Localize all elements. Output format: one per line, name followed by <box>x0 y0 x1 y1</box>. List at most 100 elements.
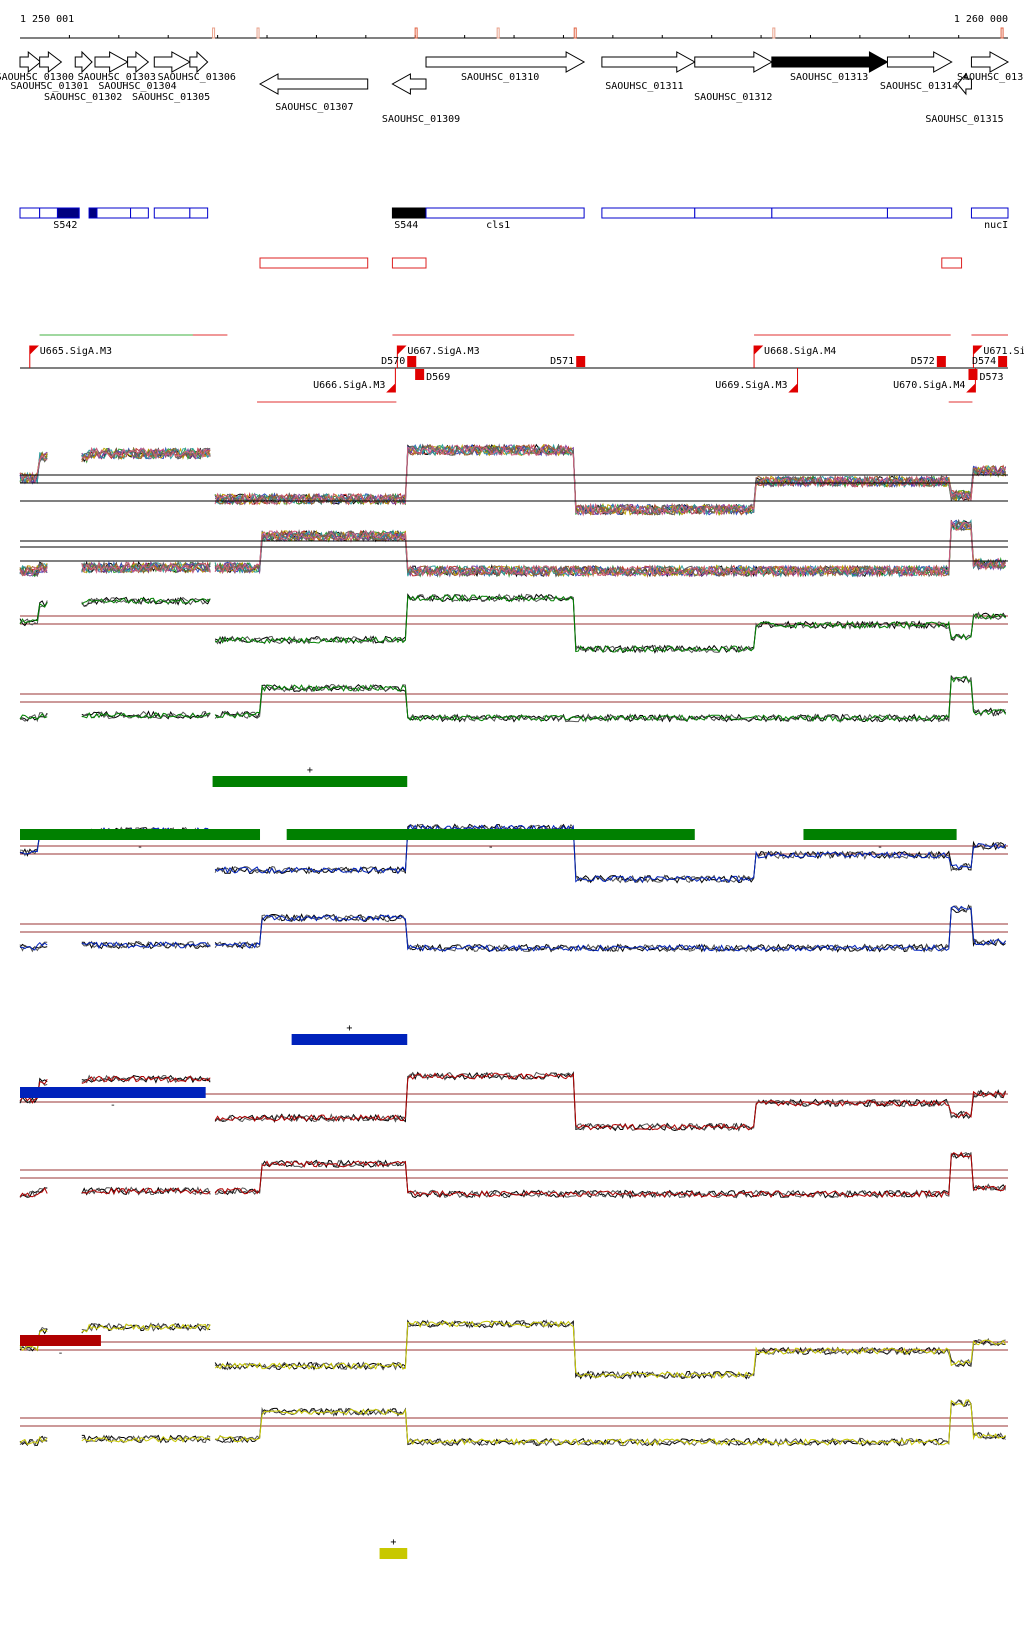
expression-trace <box>19 1320 1007 1379</box>
expression-trace <box>19 594 1006 653</box>
gene-arrow <box>39 50 63 74</box>
operon-box <box>425 207 585 219</box>
ruler-end-label: 1 260 000 <box>954 14 1008 25</box>
operon-box <box>96 207 132 219</box>
terminator-mark <box>998 356 1008 367</box>
segment-bar <box>379 1548 408 1559</box>
gene-label: SAOUHSC_01310 <box>461 72 539 83</box>
expression-trace-reference <box>19 1071 1006 1131</box>
gene-label: SAOUHSC_01313 <box>790 72 868 83</box>
gene-label: SAOUHSC_01307 <box>275 102 353 113</box>
expression-trace-reference <box>19 675 1006 723</box>
terminator-label: D572 <box>911 356 935 367</box>
operon-label: S542 <box>53 220 77 231</box>
feature-mark <box>1000 27 1004 39</box>
gene-arrow <box>886 51 953 73</box>
operon-box <box>130 207 149 219</box>
expression-trace-reference <box>19 905 1007 953</box>
terminator-label: D570 <box>381 356 405 367</box>
promoter-label: U671.SigA.M3 <box>983 346 1024 357</box>
feature-mark <box>414 27 418 39</box>
gene-label: SAOUHSC_01315 <box>925 114 1003 125</box>
antisense-box <box>941 257 963 269</box>
operon-label: cls1 <box>486 220 510 231</box>
gene-arrow <box>74 50 93 74</box>
promoter-label: U669.SigA.M3 <box>715 380 787 391</box>
operon-box <box>694 207 773 219</box>
operon-box <box>88 207 98 219</box>
terminator-mark <box>415 369 425 380</box>
operon-box <box>601 207 696 219</box>
antisense-box <box>391 257 427 269</box>
operon-track: S542 S544 cls1 nucI <box>19 207 1009 231</box>
terminator-mark <box>407 356 417 367</box>
segment-bar <box>20 829 261 840</box>
expression-trace <box>19 676 1007 722</box>
terminator-mark <box>936 356 946 367</box>
promoter-flag <box>386 368 396 393</box>
gene-label: SAOUHSC_01314 <box>880 81 958 92</box>
gene-arrow <box>694 51 773 73</box>
gene-label: SAOUHSC_01312 <box>694 92 772 103</box>
promoter-label: U665.SigA.M3 <box>40 346 112 357</box>
segment-bar <box>803 829 957 840</box>
gene-label: SAOUHSC_01300 <box>0 72 74 83</box>
operon-box <box>771 207 888 219</box>
promoter-label: U666.SigA.M3 <box>313 380 385 391</box>
operon-label: nucI <box>984 220 1008 231</box>
segmentation-bars: + - - - + - - + <box>20 765 957 1559</box>
promoter-label: U670.SigA.M4 <box>893 380 965 391</box>
gene-label: SAOUHSC_01306 <box>158 72 236 83</box>
gene-arrow <box>391 73 427 95</box>
gene-label: SAOUHSC_01316 <box>957 72 1024 83</box>
multi-condition-trace <box>19 519 1007 578</box>
feature-mark <box>772 27 776 39</box>
ruler-ticks <box>68 35 960 38</box>
expression-trace <box>20 905 1006 953</box>
segment-bar <box>212 776 408 787</box>
segment-strand-label: - <box>110 1100 116 1111</box>
promoter-track: U665.SigA.M3 U667.SigA.M3 U668.SigA.M4 U671… <box>20 334 1024 403</box>
operon-box <box>391 207 427 219</box>
ruler-start-label: 1 250 001 <box>20 14 74 25</box>
expression-tracks <box>19 443 1008 1447</box>
coordinate-ruler: 1 250 001 1 260 000 <box>20 14 1008 39</box>
feature-mark <box>256 27 260 39</box>
gene-arrow <box>956 72 972 96</box>
segment-strand-label: + <box>346 1023 352 1034</box>
gene-arrow <box>153 51 191 73</box>
gene-arrow <box>189 50 209 74</box>
segment-bar <box>286 829 695 840</box>
gene-arrow <box>127 50 150 74</box>
segment-strand-label: + <box>390 1537 396 1548</box>
expression-trace-reference <box>19 1399 1006 1447</box>
antisense-track <box>259 257 963 269</box>
expression-trace-reference <box>19 1399 1006 1447</box>
operon-box <box>153 207 191 219</box>
segment-strand-label: - <box>137 842 143 853</box>
promoter-flag <box>972 345 983 368</box>
segment-bar <box>20 1087 206 1098</box>
promoter-flag <box>753 345 764 368</box>
gene-labels: SAOUHSC_01300SAOUHSC_01301SAOUHSC_01302S… <box>0 72 1024 125</box>
feature-marks <box>212 27 1004 39</box>
operon-box <box>970 207 1009 219</box>
gene-label: SAOUHSC_01305 <box>132 92 210 103</box>
promoter-flag <box>29 345 39 368</box>
gene-arrow <box>771 51 889 73</box>
operon-box <box>39 207 58 219</box>
gene-label: SAOUHSC_01311 <box>605 81 683 92</box>
segment-bar <box>291 1034 408 1045</box>
gene-label: SAOUHSC_01301 <box>10 81 88 92</box>
gene-arrow <box>19 50 42 74</box>
expression-trace <box>19 1151 1007 1199</box>
gene-arrow <box>258 73 369 95</box>
promoter-label: U668.SigA.M4 <box>764 346 836 357</box>
gene-arrow <box>94 51 129 73</box>
expression-trace-reference <box>19 904 1006 953</box>
terminator-label: D571 <box>550 356 574 367</box>
operon-box <box>189 207 209 219</box>
multi-condition-trace <box>19 519 1007 578</box>
gene-arrow <box>601 51 696 73</box>
